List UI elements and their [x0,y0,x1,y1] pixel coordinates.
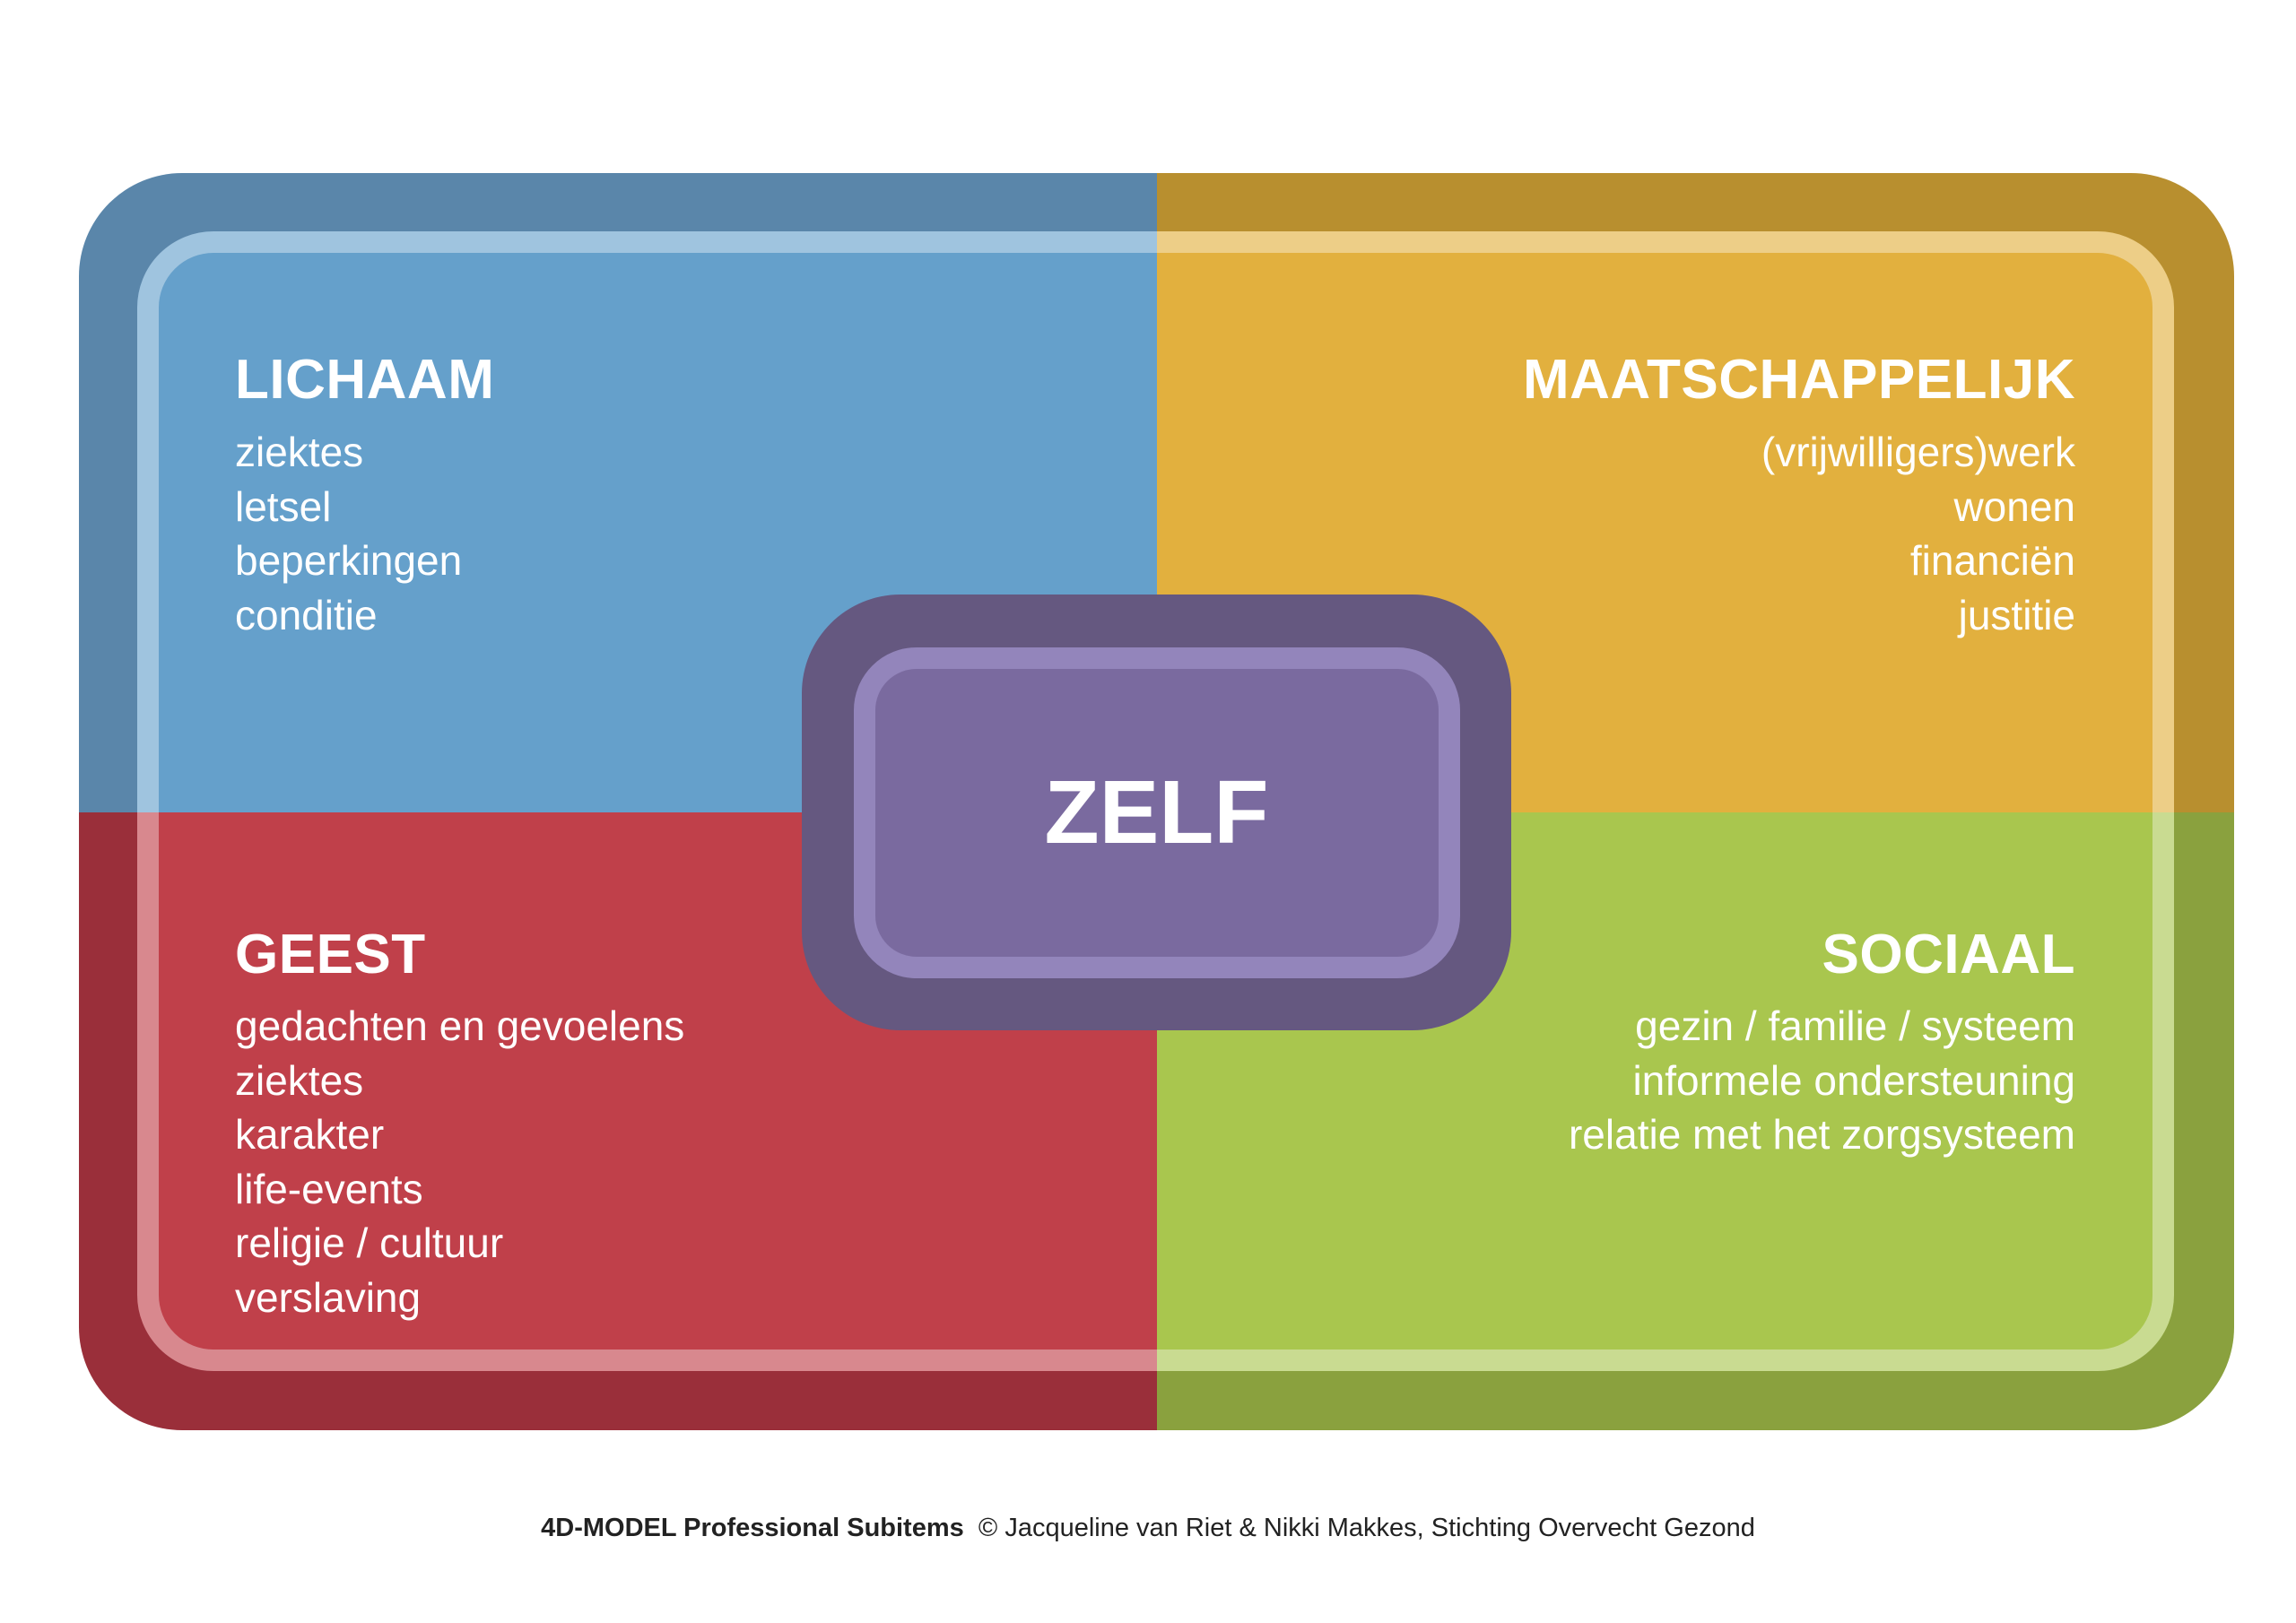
zelf-inner-ring [854,647,1460,978]
footer-copyright: © Jacqueline van Riet & Nikki Makkes, St… [978,1514,1755,1542]
geest-title: GEEST [235,924,426,985]
sociaal-items: gezin / familie / systeem informele onde… [1569,999,2075,1162]
list-item: relatie met het zorgsysteem [1568,1111,2075,1158]
zelf-label: ZELF [1044,761,1269,863]
list-item: justitie [1958,591,2075,638]
lichaam-items: ziektes letsel beperkingen conditie [235,425,462,642]
list-item: wonen [1953,482,2075,530]
list-item: verslaving [235,1273,422,1321]
highlight-band [137,231,2174,1371]
sociaal-title: SOCIAAL [1822,924,2075,985]
list-item: financiën [1909,537,2075,584]
list-item: informele ondersteuning [1632,1056,2075,1104]
list-item: ziektes [235,429,364,475]
footer-model-name: 4D-MODEL Professional Subitems [541,1514,964,1542]
model-inner-panel [137,231,2174,1371]
maatschappelijk-items: (vrijwilligers)werk wonen financiën just… [1761,425,2075,642]
list-item: conditie [235,591,378,638]
list-item: letsel [235,482,332,530]
list-item: religie / cultuur [235,1219,504,1266]
list-item: (vrijwilligers)werk [1761,429,2075,475]
list-item: gezin / familie / systeem [1635,1002,2075,1049]
maatschappelijk-title: MAATSCHAPPELIJK [1522,349,2075,411]
list-item: beperkingen [235,537,463,584]
list-item: gedachten en gevoelens [235,1002,685,1049]
geest-items: gedachten en gevoelens ziektes karakter … [235,999,684,1324]
footer-credit: 4D-MODEL Professional Subitems © Jacquel… [0,1514,2296,1543]
list-item: ziektes [235,1056,364,1104]
lichaam-title: LICHAAM [235,349,495,411]
list-item: life-events [235,1165,423,1212]
list-item: karakter [235,1111,385,1158]
